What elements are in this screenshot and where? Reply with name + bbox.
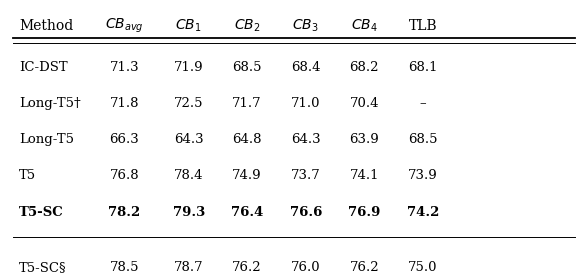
- Text: T5-SC: T5-SC: [19, 206, 64, 219]
- Text: TLB: TLB: [409, 18, 437, 33]
- Text: 78.4: 78.4: [174, 169, 203, 182]
- Text: 75.0: 75.0: [408, 261, 437, 274]
- Text: 76.2: 76.2: [232, 261, 262, 274]
- Text: 68.5: 68.5: [232, 61, 262, 74]
- Text: $CB_2$: $CB_2$: [234, 17, 260, 34]
- Text: $CB_3$: $CB_3$: [292, 17, 319, 34]
- Text: 74.2: 74.2: [406, 206, 439, 219]
- Text: Method: Method: [19, 18, 73, 33]
- Text: $CB_1$: $CB_1$: [175, 17, 202, 34]
- Text: 71.8: 71.8: [109, 97, 139, 110]
- Text: 68.2: 68.2: [349, 61, 379, 74]
- Text: Long-T5†: Long-T5†: [19, 97, 81, 110]
- Text: 78.7: 78.7: [174, 261, 203, 274]
- Text: 76.0: 76.0: [291, 261, 320, 274]
- Text: 71.7: 71.7: [232, 97, 262, 110]
- Text: 68.1: 68.1: [408, 61, 437, 74]
- Text: 78.5: 78.5: [109, 261, 139, 274]
- Text: 74.1: 74.1: [349, 169, 379, 182]
- Text: 78.2: 78.2: [108, 206, 141, 219]
- Text: 64.8: 64.8: [232, 133, 262, 146]
- Text: 72.5: 72.5: [174, 97, 203, 110]
- Text: IC-DST: IC-DST: [19, 61, 68, 74]
- Text: 66.3: 66.3: [109, 133, 139, 146]
- Text: 71.3: 71.3: [109, 61, 139, 74]
- Text: 63.9: 63.9: [349, 133, 379, 146]
- Text: 76.4: 76.4: [231, 206, 263, 219]
- Text: 64.3: 64.3: [291, 133, 320, 146]
- Text: 68.4: 68.4: [291, 61, 320, 74]
- Text: 79.3: 79.3: [172, 206, 205, 219]
- Text: 76.9: 76.9: [348, 206, 380, 219]
- Text: 68.5: 68.5: [408, 133, 437, 146]
- Text: T5: T5: [19, 169, 36, 182]
- Text: $CB_4$: $CB_4$: [351, 17, 377, 34]
- Text: 74.9: 74.9: [232, 169, 262, 182]
- Text: 73.7: 73.7: [291, 169, 320, 182]
- Text: 71.0: 71.0: [291, 97, 320, 110]
- Text: 76.2: 76.2: [349, 261, 379, 274]
- Text: $CB_{avg}$: $CB_{avg}$: [105, 16, 143, 35]
- Text: 64.3: 64.3: [174, 133, 203, 146]
- Text: 73.9: 73.9: [408, 169, 437, 182]
- Text: T5-SC§: T5-SC§: [19, 261, 66, 274]
- Text: –: –: [419, 97, 426, 110]
- Text: 76.6: 76.6: [289, 206, 322, 219]
- Text: 70.4: 70.4: [349, 97, 379, 110]
- Text: Long-T5: Long-T5: [19, 133, 74, 146]
- Text: 76.8: 76.8: [109, 169, 139, 182]
- Text: 71.9: 71.9: [174, 61, 203, 74]
